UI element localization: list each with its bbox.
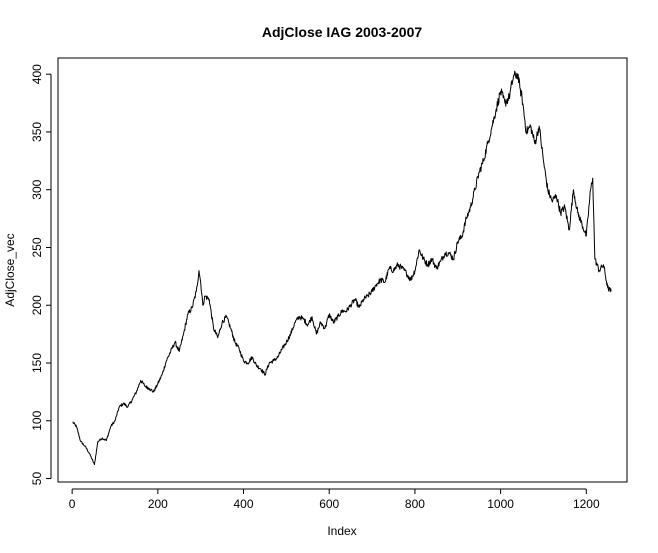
x-tick-label: 200 [148, 497, 168, 511]
plot-border [57, 57, 628, 483]
x-tick-label: 400 [234, 497, 254, 511]
x-tick-label: 800 [405, 497, 425, 511]
chart-title: AdjClose IAG 2003-2007 [262, 24, 423, 40]
x-tick-label: 1200 [573, 497, 600, 511]
y-tick-label: 400 [30, 64, 44, 84]
x-tick-label: 600 [319, 497, 339, 511]
series-line [72, 70, 612, 466]
y-tick-label: 50 [30, 472, 44, 486]
y-tick-label: 250 [30, 237, 44, 257]
x-tick-label: 1000 [487, 497, 514, 511]
x-axis: 0 200 400 600 800 1000 1200 [69, 488, 600, 511]
x-tick-label: 0 [69, 497, 76, 511]
y-tick-label: 150 [30, 353, 44, 373]
y-tick-label: 200 [30, 295, 44, 315]
plot-area [57, 57, 628, 483]
y-axis: 50 100 150 200 250 300 350 400 [30, 64, 52, 486]
y-tick-label: 350 [30, 122, 44, 142]
y-tick-label: 100 [30, 410, 44, 430]
series-group [72, 70, 612, 466]
y-tick-label: 300 [30, 179, 44, 199]
x-axis-label: Index [327, 524, 356, 538]
y-axis-label: AdjClose_vec [3, 233, 17, 306]
